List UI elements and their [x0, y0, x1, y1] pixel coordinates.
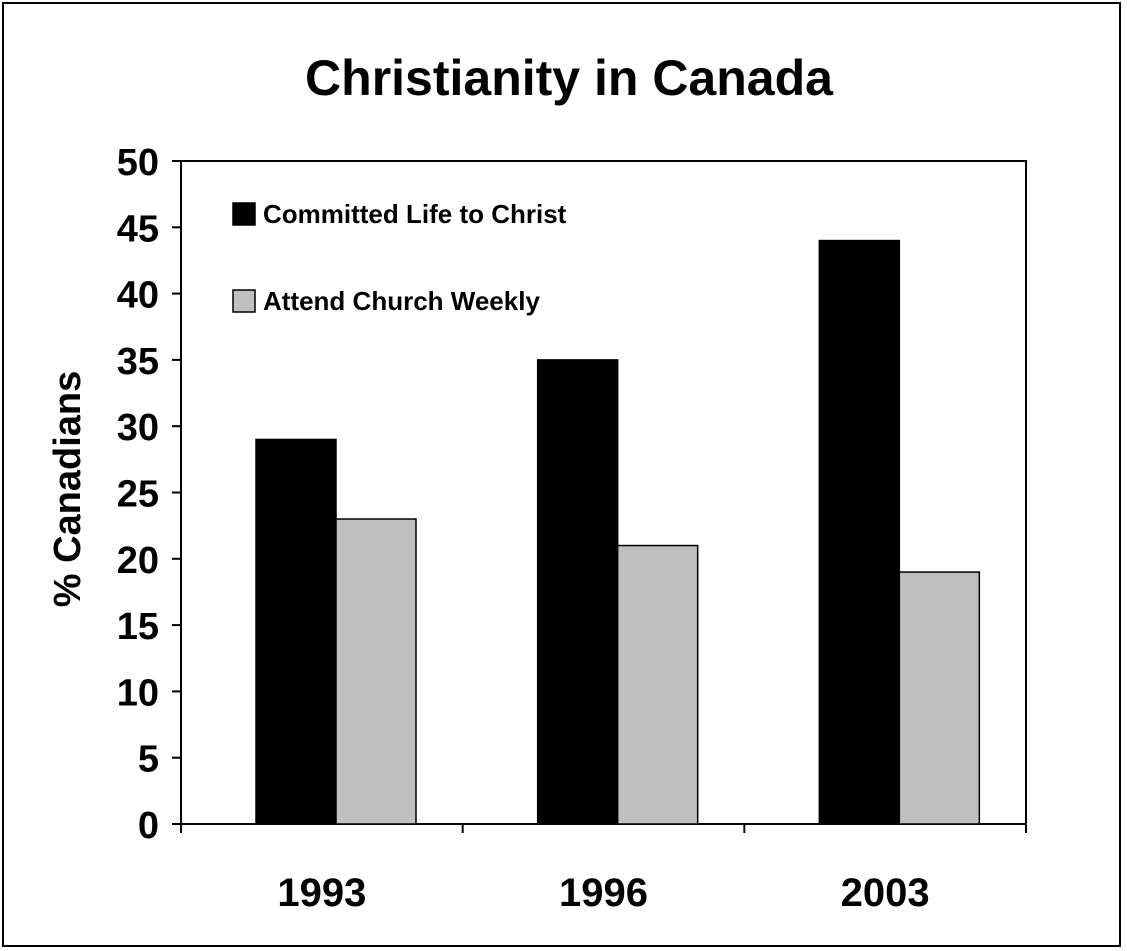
x-category-label: 2003 [841, 871, 930, 915]
y-tick-label: 10 [117, 672, 159, 714]
y-tick-label: 40 [117, 275, 159, 317]
bar-group [255, 239, 981, 825]
bar-committed-2003 [818, 239, 901, 825]
y-tick-label: 50 [117, 142, 159, 184]
y-tick-label: 0 [138, 805, 159, 847]
legend-label: Attend Church Weekly [263, 286, 540, 316]
bar-committed-1996 [536, 359, 619, 825]
bar-attend-1993 [335, 518, 417, 825]
y-tick-label: 20 [117, 540, 159, 582]
bar-committed-1993 [255, 438, 337, 825]
y-tick-label: 45 [117, 208, 159, 250]
y-tick-label: 25 [117, 474, 159, 516]
y-tick-label: 5 [138, 739, 159, 781]
x-axis-ticks: 1993 1996 2003 [180, 824, 1027, 915]
legend-swatch [232, 202, 256, 226]
y-axis-label: % Canadians [47, 371, 89, 608]
y-tick-label: 35 [117, 341, 159, 383]
chart-title: Christianity in Canada [305, 50, 834, 106]
bar-attend-1996 [616, 544, 699, 825]
x-category-label: 1993 [277, 871, 366, 915]
bar-attend-2003 [898, 571, 981, 825]
y-tick-label: 15 [117, 606, 159, 648]
y-axis-ticks: 0 5 10 15 20 25 30 35 40 45 50 [117, 142, 181, 847]
legend: Committed Life to Christ Attend Church We… [232, 199, 567, 316]
x-category-label: 1996 [559, 871, 648, 915]
y-tick-label: 30 [117, 407, 159, 449]
legend-swatch [232, 289, 256, 313]
legend-label: Committed Life to Christ [263, 199, 567, 229]
